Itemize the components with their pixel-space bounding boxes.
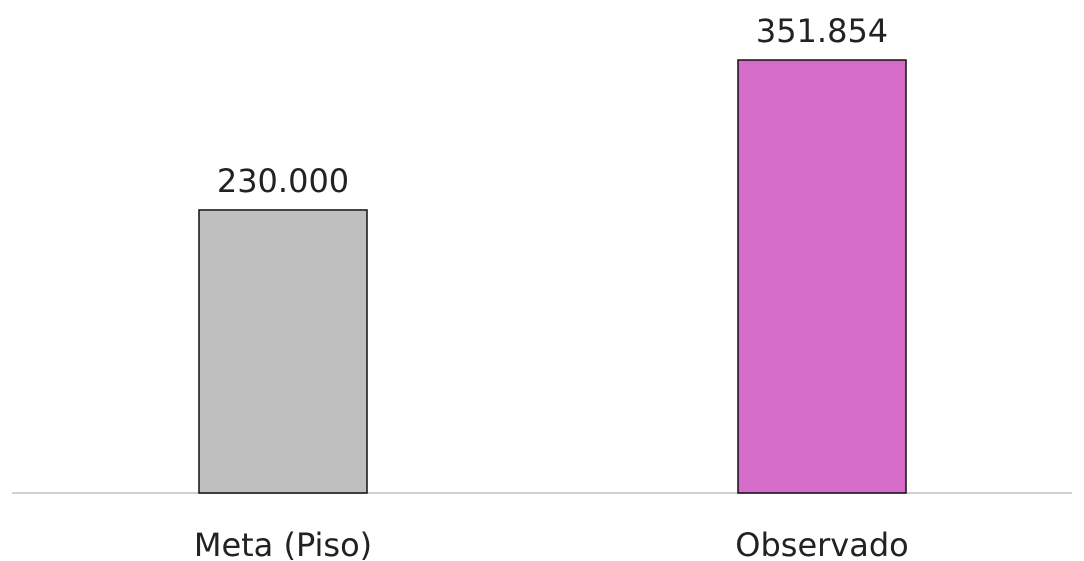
category-labels-layer: Meta (Piso) Observado: [194, 526, 909, 561]
value-labels-layer: 230.000 351.854: [217, 12, 888, 200]
bar-observado: [737, 59, 907, 494]
value-label: 351.854: [756, 12, 888, 50]
bar-meta-piso: [198, 209, 368, 494]
category-label: Observado: [735, 526, 908, 561]
bars-layer: [198, 59, 907, 494]
value-label: 230.000: [217, 162, 349, 200]
category-label: Meta (Piso): [194, 526, 372, 561]
